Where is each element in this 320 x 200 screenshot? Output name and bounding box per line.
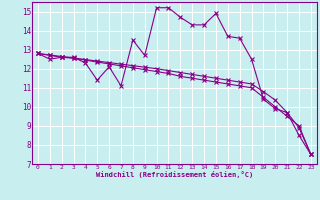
X-axis label: Windchill (Refroidissement éolien,°C): Windchill (Refroidissement éolien,°C)	[96, 171, 253, 178]
